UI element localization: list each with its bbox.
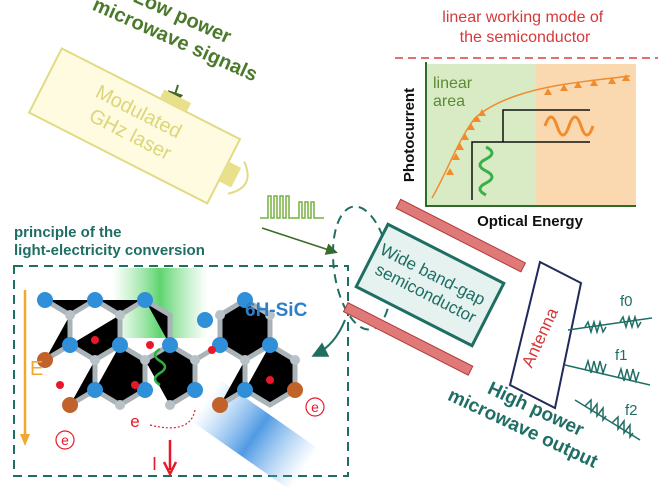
electron: e bbox=[61, 432, 69, 448]
current-arrow bbox=[164, 440, 176, 474]
inset-title: linear working mode of the semiconductor bbox=[442, 9, 607, 46]
electron: e bbox=[311, 399, 319, 415]
electron-path bbox=[150, 410, 195, 428]
pulses bbox=[260, 196, 324, 218]
principle-title: principle of the light-electricity conve… bbox=[14, 224, 205, 259]
material-label: 6H-SiC bbox=[245, 300, 308, 321]
beam-arrow bbox=[262, 228, 335, 252]
x-axis-label: Optical Energy bbox=[477, 213, 584, 230]
frequency-label: f1 bbox=[615, 347, 628, 364]
zoom-arrow bbox=[315, 320, 345, 355]
frequency-label: f0 bbox=[620, 293, 633, 310]
signal-label: Low power microwave signals bbox=[89, 0, 270, 86]
frequency-label: f2 bbox=[625, 402, 638, 419]
diagram: Low power microwave signals Modulated GH… bbox=[0, 0, 658, 495]
current-label: I bbox=[152, 454, 157, 474]
field-label: E bbox=[30, 358, 43, 380]
field-arrowhead bbox=[20, 434, 30, 446]
y-axis-label: Photocurrent bbox=[401, 88, 418, 182]
electron: e bbox=[130, 412, 139, 431]
